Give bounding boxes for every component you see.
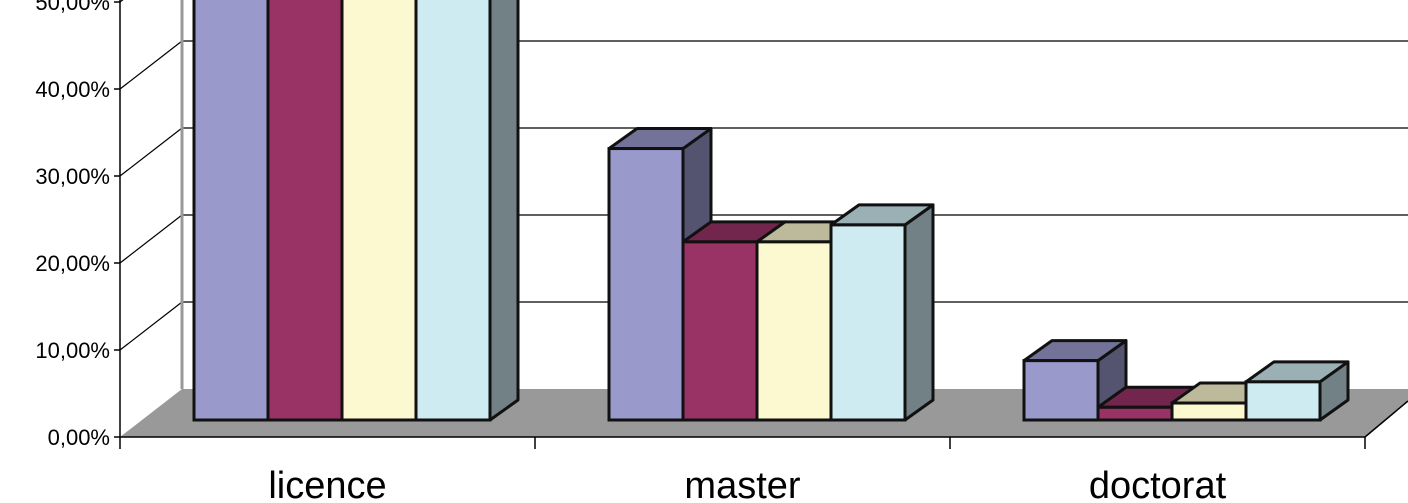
bar-front bbox=[1096, 405, 1174, 422]
gridline-side-3 bbox=[119, 127, 183, 177]
bar-front bbox=[414, 0, 492, 422]
floor-right-edge bbox=[1364, 400, 1408, 438]
bar-front bbox=[192, 0, 270, 422]
y-tick-label-0: 0,00% bbox=[48, 425, 110, 450]
gridline-side-4 bbox=[119, 40, 183, 90]
y-tick-label-1: 10,00% bbox=[35, 338, 110, 363]
bars-group bbox=[192, 0, 1350, 422]
gridline-side-2 bbox=[119, 214, 183, 264]
bar-side bbox=[903, 203, 935, 422]
category-label-licence: licence bbox=[268, 465, 386, 503]
bar-side bbox=[488, 0, 520, 422]
x-category-labels: licence master doctorat bbox=[268, 465, 1226, 503]
gridline-side-1 bbox=[119, 301, 183, 351]
bar-master-4 bbox=[829, 203, 935, 422]
bar-doctorat-4 bbox=[1244, 360, 1350, 422]
bar-front bbox=[1244, 380, 1322, 422]
y-tick-label-5: 50,00% bbox=[35, 0, 110, 15]
bar-front bbox=[607, 147, 685, 422]
y-tick-label-4: 40,00% bbox=[35, 77, 110, 102]
y-tick-labels: 0,00%10,00%20,00%30,00%40,00%50,00%60,00… bbox=[35, 0, 110, 450]
bar-front bbox=[755, 240, 833, 422]
bar-front bbox=[1170, 401, 1248, 422]
bar-front bbox=[829, 223, 907, 422]
bar-front bbox=[1022, 359, 1100, 422]
y-tick-label-3: 30,00% bbox=[35, 164, 110, 189]
category-label-master: master bbox=[684, 465, 800, 503]
bar-front bbox=[340, 0, 418, 422]
category-label-doctorat: doctorat bbox=[1089, 465, 1227, 503]
y-tick-label-2: 20,00% bbox=[35, 251, 110, 276]
axes-group bbox=[114, 0, 1408, 449]
side-wall bbox=[120, 0, 182, 437]
bar-front bbox=[266, 0, 344, 422]
bar-licence-4 bbox=[414, 0, 520, 422]
bar-front bbox=[681, 240, 759, 422]
